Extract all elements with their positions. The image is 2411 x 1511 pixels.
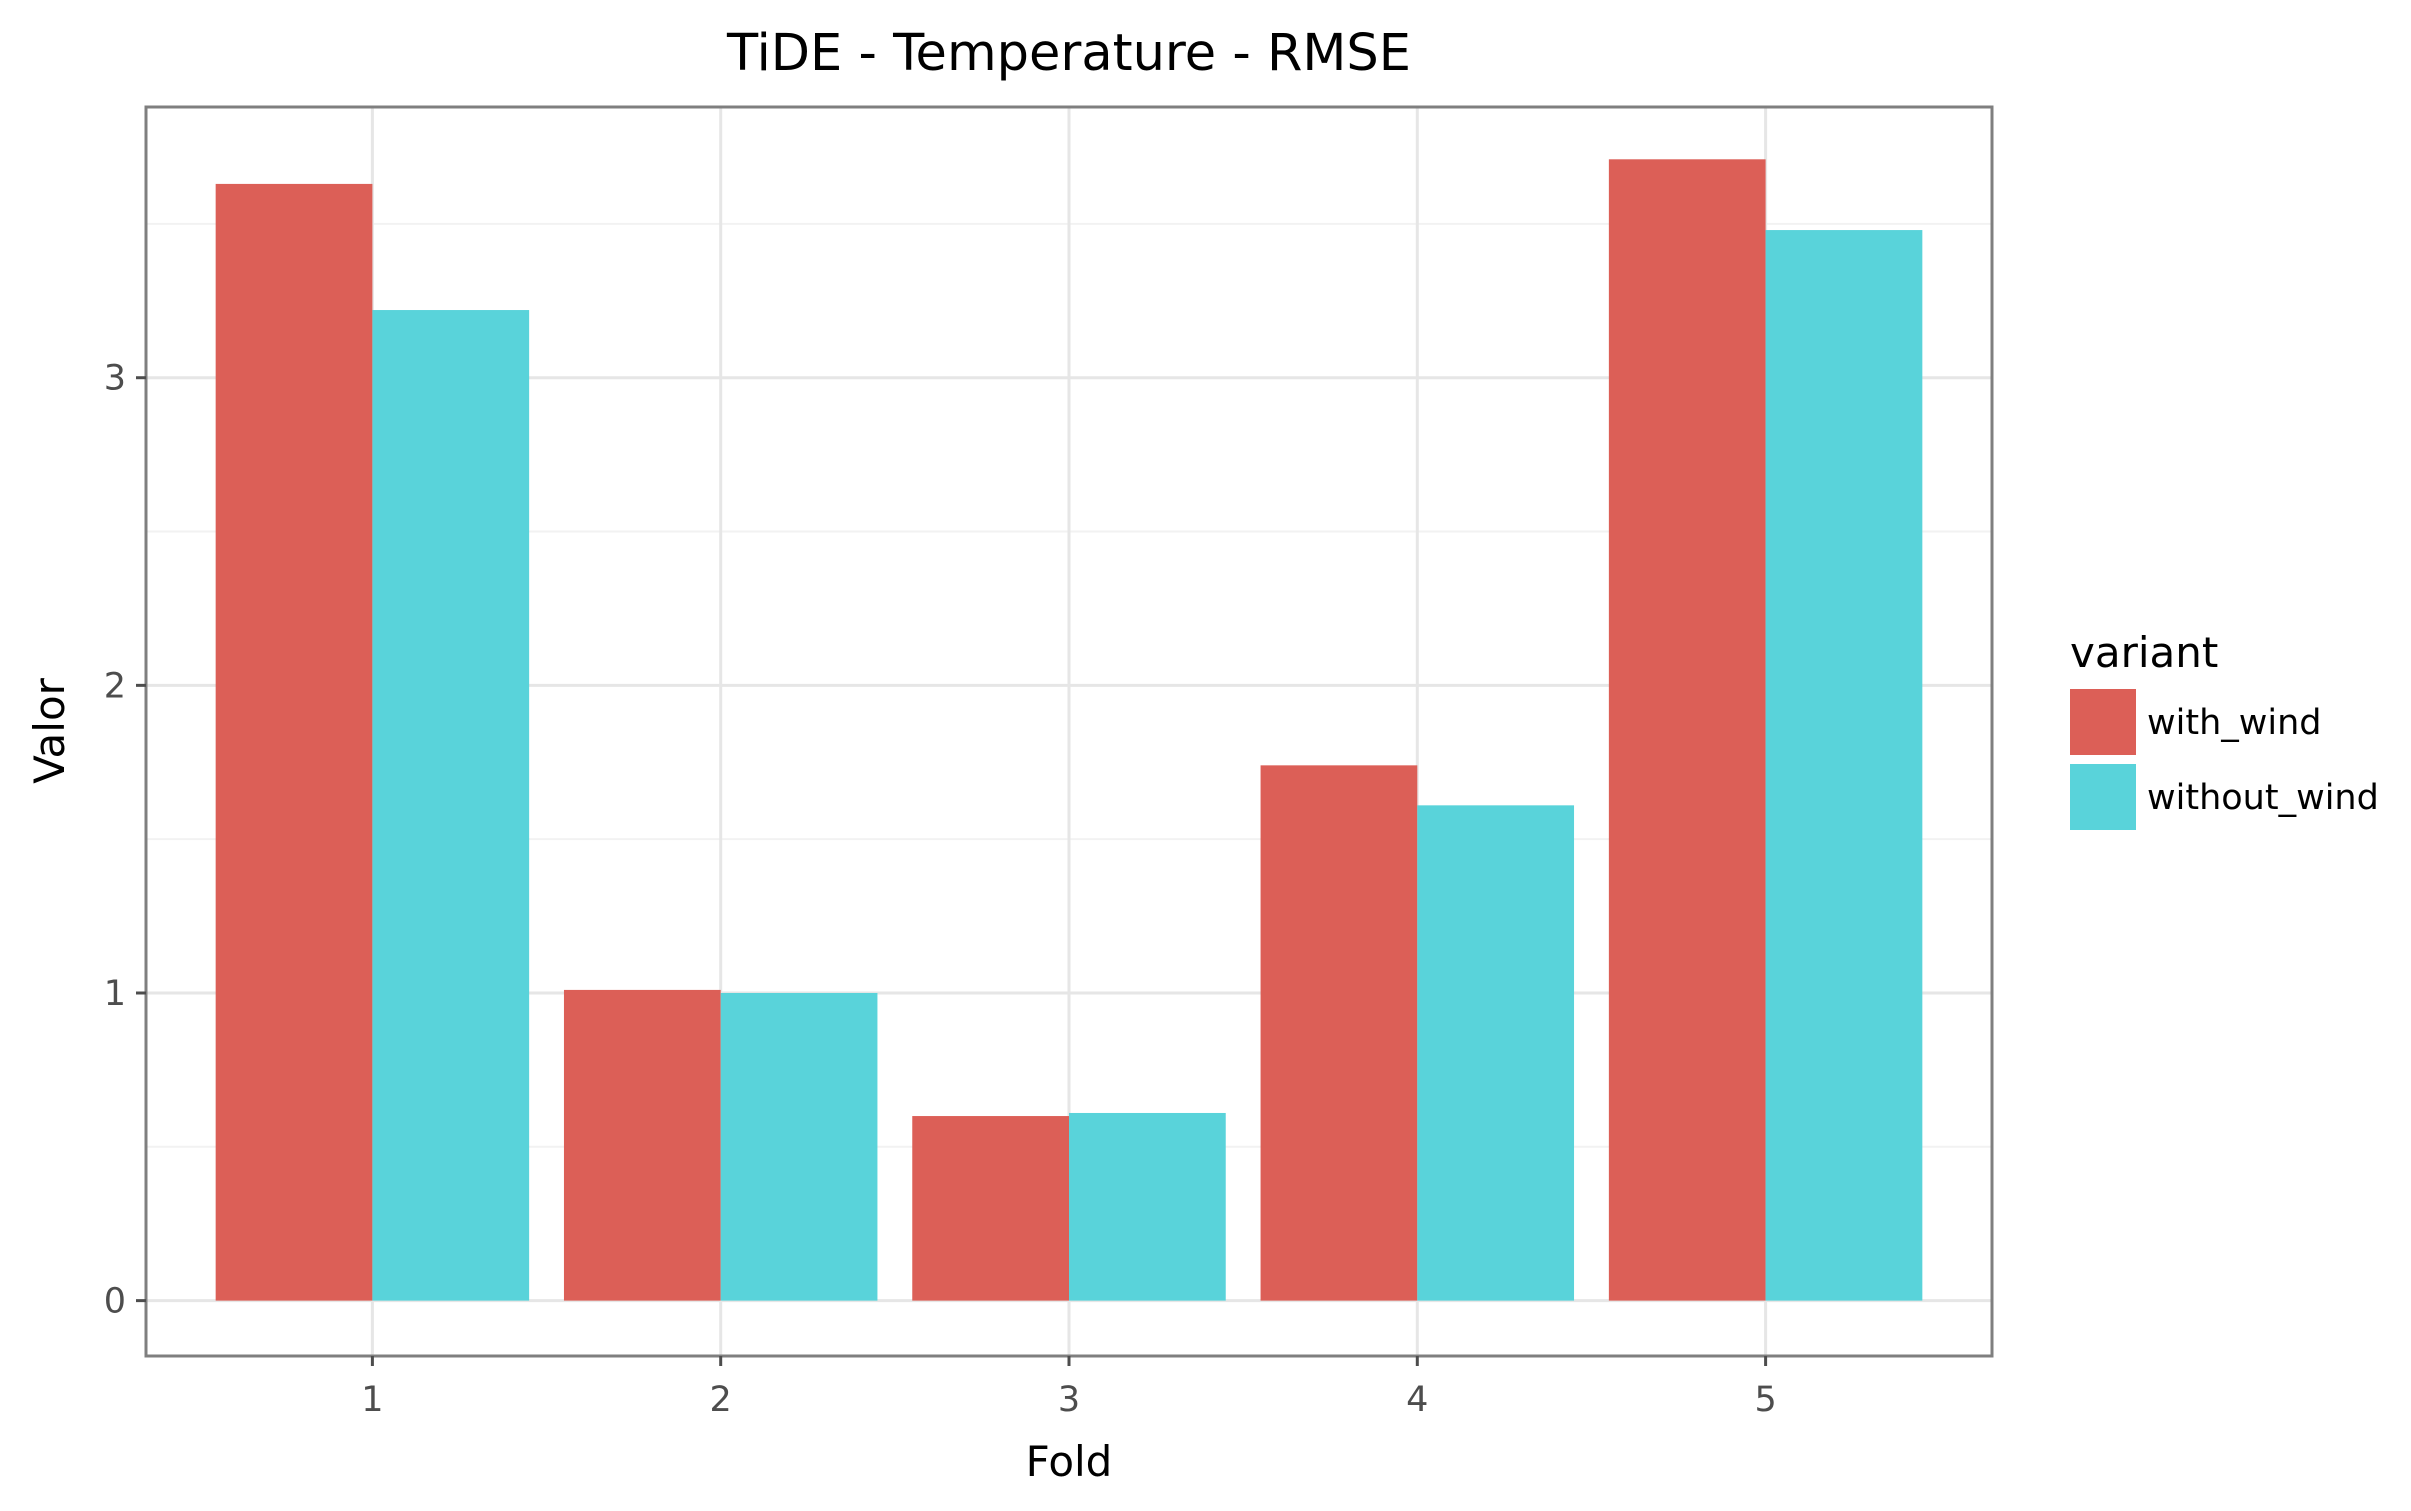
chart-title: TiDE - Temperature - RMSE (726, 24, 1411, 83)
x-tick-label: 5 (1754, 1380, 1776, 1420)
legend-key-without-wind (2070, 764, 2136, 830)
legend-label: without_wind (2147, 778, 2379, 818)
bar-with-wind-fold-4 (1260, 765, 1418, 1301)
legend-key-with-wind (2070, 689, 2136, 755)
bar-with-wind-fold-3 (912, 1116, 1069, 1301)
bar-without-wind-fold-2 (720, 992, 878, 1301)
bar-with-wind-fold-2 (563, 989, 721, 1301)
legend-items: with_wind without_wind (2070, 689, 2379, 830)
x-axis-title: Fold (1026, 1437, 1113, 1486)
y-tick-label: 2 (104, 666, 126, 706)
bar-without-wind-fold-3 (1069, 1112, 1226, 1301)
bar-without-wind-fold-4 (1417, 805, 1575, 1301)
y-tick-label: 1 (104, 974, 126, 1014)
x-tick-labels: 1 2 3 4 5 (361, 1380, 1776, 1420)
tick-marks (136, 376, 1768, 1366)
x-tick-label: 3 (1058, 1380, 1080, 1420)
legend-title: variant (2070, 628, 2218, 677)
bar-without-wind-fold-5 (1765, 230, 1923, 1301)
bars (215, 159, 1923, 1301)
y-axis-title: Valor (25, 677, 74, 784)
bar-without-wind-fold-1 (372, 310, 530, 1301)
x-tick-label: 2 (710, 1380, 732, 1420)
x-tick-label: 1 (361, 1380, 383, 1420)
legend: variant with_wind without_wind (2070, 628, 2379, 830)
y-tick-label: 0 (104, 1282, 126, 1322)
y-tick-labels: 0 1 2 3 (104, 359, 126, 1322)
legend-label: with_wind (2147, 703, 2322, 743)
bar-with-wind-fold-1 (215, 183, 373, 1301)
y-tick-label: 3 (104, 359, 126, 399)
x-tick-label: 4 (1406, 1380, 1428, 1420)
bar-with-wind-fold-5 (1608, 159, 1766, 1301)
